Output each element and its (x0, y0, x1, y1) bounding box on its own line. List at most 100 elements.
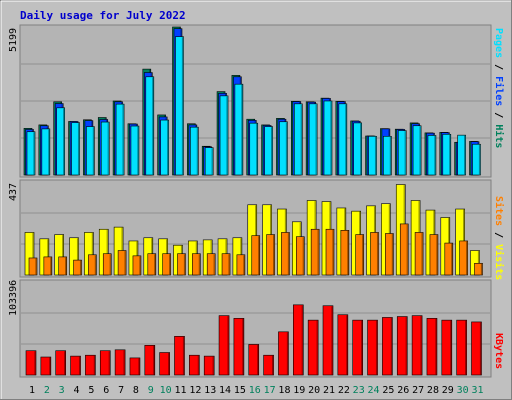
kbytes-bar (248, 344, 260, 376)
day-label: 20 (308, 385, 320, 396)
pages-bar (100, 121, 110, 176)
day-label: 22 (338, 385, 350, 396)
kbytes-bar (307, 319, 319, 376)
kbytes-bar (411, 315, 423, 376)
day-label: 31 (471, 385, 483, 396)
sites-bar (295, 236, 305, 276)
pages-bar (383, 135, 392, 176)
sites-bar (444, 242, 454, 276)
day-label: 6 (103, 385, 109, 396)
day-label: 21 (323, 385, 335, 396)
pages-bar (412, 125, 422, 176)
kbytes-bar (337, 314, 349, 376)
day-label: 17 (264, 385, 276, 396)
kbytes-bar (189, 354, 200, 376)
day-label: 23 (353, 385, 365, 396)
pages-bar (472, 143, 481, 176)
pages-bar (249, 122, 259, 176)
sites-bar (414, 232, 424, 276)
day-label: 8 (133, 385, 139, 396)
kbytes-bar (99, 350, 111, 376)
kbytes-bar (278, 331, 289, 376)
day-label: 3 (59, 385, 65, 396)
kbytes-bar (174, 336, 185, 376)
sites-bar (429, 234, 439, 276)
day-label: 15 (234, 385, 246, 396)
day-label: 18 (278, 385, 290, 396)
sites-bar (236, 254, 246, 276)
pages-bar (427, 135, 437, 176)
sites-bar (177, 253, 186, 276)
day-label: 16 (249, 385, 261, 396)
legend-pages: Pages (493, 28, 504, 58)
day-label: 29 (442, 385, 454, 396)
pages-bar (130, 125, 140, 176)
day-label: 1 (29, 385, 35, 396)
day-label: 28 (427, 385, 439, 396)
pages-bar (293, 103, 303, 176)
day-label: 7 (118, 385, 124, 396)
pages-bar (56, 107, 66, 176)
x-axis-day-labels: 1 2 3 4 5 6 7 8 9 10 11 12 13 14 15 16 17 18 19 20 21 22 23 24 2… (29, 385, 484, 396)
day-label: 27 (412, 385, 424, 396)
kbytes-bar (471, 321, 482, 376)
kbytes-panel-max-label: 103396 (8, 280, 19, 316)
legend-kbytes: KBytes (493, 333, 504, 369)
sites-bar (251, 235, 261, 276)
pages-bar (234, 83, 244, 176)
pages-bar (338, 103, 348, 176)
legend-hits: Hits (493, 124, 505, 148)
pages-bar (397, 130, 407, 176)
kbytes-bar (25, 350, 37, 376)
pages-bar (175, 36, 184, 176)
day-label: 12 (189, 385, 201, 396)
legend-files: Files (493, 76, 505, 106)
kbytes-bar (203, 355, 215, 376)
sites-bar (206, 253, 216, 276)
pages-bar (204, 147, 214, 176)
day-label: 4 (74, 385, 80, 396)
day-label: 14 (219, 385, 231, 396)
kbytes-bar (352, 319, 364, 376)
kbytes-bar (382, 317, 393, 376)
sites-bar (266, 234, 275, 276)
kbytes-bar (322, 305, 334, 376)
kbytes-bar (144, 345, 156, 376)
pages-bar (190, 126, 199, 176)
sites-bar (117, 250, 127, 276)
sites-bar (132, 255, 142, 276)
kbytes-panel-legend: KBytes (493, 333, 504, 369)
hits-panel-max-label: 5199 (8, 28, 19, 52)
pages-bar (115, 103, 125, 176)
kbytes-bar (263, 354, 274, 376)
legend-sites: Sites (493, 196, 505, 226)
sites-bar (28, 257, 38, 276)
sites-bar (385, 233, 394, 276)
pages-bar (219, 95, 229, 176)
sites-bar (355, 234, 365, 276)
sites-bar (325, 228, 335, 276)
pages-bar (279, 121, 288, 176)
bars-layer (23, 26, 483, 376)
visits-panel-legend: Sites / Visits (493, 196, 505, 280)
kbytes-bar (426, 318, 438, 376)
pages-bar (308, 103, 318, 176)
sites-bar (147, 253, 157, 276)
kbytes-bar (292, 304, 304, 376)
kbytes-bar (129, 357, 141, 376)
kbytes-bar (55, 350, 67, 376)
sites-bar (88, 254, 97, 276)
day-label: 9 (148, 385, 154, 396)
pages-bar (145, 76, 155, 176)
day-label: 5 (88, 385, 94, 396)
day-label: 24 (368, 385, 380, 396)
sites-bar (459, 240, 468, 276)
sites-bar (58, 256, 68, 276)
day-label: 13 (204, 385, 216, 396)
kbytes-bar (114, 349, 126, 376)
kbytes-bar (456, 319, 467, 376)
sites-bar (399, 223, 409, 276)
kbytes-bar (233, 318, 245, 376)
chart-title: Daily usage for July 2022 (20, 9, 186, 22)
